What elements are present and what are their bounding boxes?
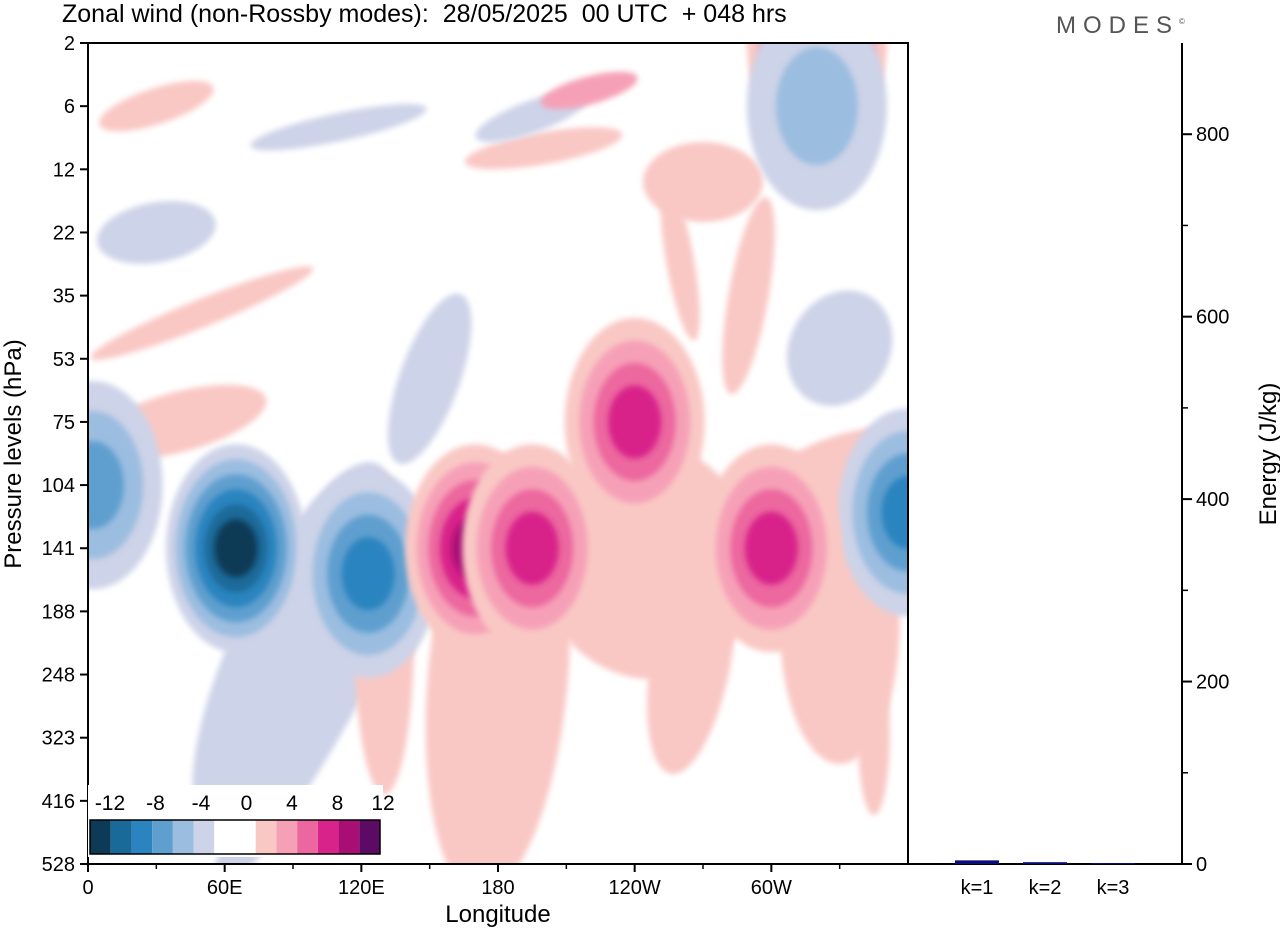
heatmap-plot xyxy=(87,42,909,865)
energy-tick-label: 800 xyxy=(1196,124,1229,146)
energy-bar xyxy=(955,860,999,864)
x-tick-label: 120W xyxy=(609,877,661,899)
heatmap-feature xyxy=(341,537,395,611)
y-tick-label: 12 xyxy=(53,159,75,181)
energy-tick-label: 600 xyxy=(1196,307,1229,329)
colorbar-label: 4 xyxy=(286,792,298,815)
y-tick-label: 416 xyxy=(42,791,75,813)
colorbar-swatch xyxy=(317,820,339,854)
wavenumber-labels: k=1 k=2 k=3 xyxy=(961,877,1130,899)
colorbar-labels: -12 -8 -4 0 4 8 12 xyxy=(95,792,395,815)
chart-title: Zonal wind (non-Rossby modes): 28/05/202… xyxy=(62,0,787,28)
colorbar-swatches xyxy=(89,819,381,855)
heatmap-streak xyxy=(387,293,472,465)
heatmap-feature xyxy=(744,511,798,585)
colorbar-label: 12 xyxy=(371,792,394,815)
colorbar-swatch xyxy=(152,820,173,854)
colorbar-swatch xyxy=(110,820,132,854)
x-tick-label: 120E xyxy=(338,877,385,899)
colorbar: -12 -8 -4 0 4 8 12 xyxy=(88,785,395,857)
colorbar-swatch xyxy=(172,820,194,854)
heatmap-feature xyxy=(88,441,124,530)
y-tick-label: 35 xyxy=(53,286,75,308)
colorbar-swatch xyxy=(131,820,153,854)
y-tick-label: 53 xyxy=(53,349,75,371)
modes-logo: MODES© xyxy=(1056,8,1185,40)
x-tick-label: 0 xyxy=(82,877,93,899)
y-tick-label: 141 xyxy=(42,538,75,560)
heatmap-streak xyxy=(660,182,700,341)
x-tick-label: 180 xyxy=(481,877,514,899)
colorbar-label: 0 xyxy=(241,792,253,815)
x-tick-label: 60W xyxy=(751,877,792,899)
y-axis: 2 6 12 22 35 53 75 104 141 188 248 323 416 528 xyxy=(42,33,88,876)
colorbar-swatch xyxy=(235,820,256,854)
x-tick-label: 60E xyxy=(207,877,243,899)
x-axis: 0 60E 120E 180 120W 60W xyxy=(82,864,841,899)
energy-bar-chart: 0 200 400 600 800 k=1 k=2 k=3 xyxy=(908,43,1229,899)
modes-logo-mark: © xyxy=(1179,17,1185,26)
energy-tick-label: 200 xyxy=(1196,672,1229,694)
colorbar-label: 8 xyxy=(332,792,344,815)
energy-axis-label: Energy (J/kg) xyxy=(1255,383,1280,526)
energy-bar xyxy=(1091,863,1135,864)
energy-tick-label: 0 xyxy=(1196,854,1207,876)
wavenumber-label: k=1 xyxy=(961,877,994,899)
heatmap-streak xyxy=(464,127,623,170)
y-tick-label: 188 xyxy=(42,601,75,623)
y-tick-label: 6 xyxy=(64,96,75,118)
heatmap-streak xyxy=(90,266,314,360)
heatmap-feature xyxy=(608,385,662,459)
energy-bars xyxy=(955,860,1135,864)
heatmap-feature xyxy=(881,475,908,549)
energy-axis: 0 200 400 600 800 xyxy=(1182,124,1229,876)
wavenumber-label: k=3 xyxy=(1097,877,1130,899)
energy-tick-label: 400 xyxy=(1196,489,1229,511)
heatmap-streak xyxy=(97,201,216,264)
heatmap-feature xyxy=(214,519,258,578)
y-tick-label: 323 xyxy=(42,728,75,750)
y-tick-label: 75 xyxy=(53,412,75,434)
heatmap-streak xyxy=(540,71,638,110)
heatmap-streak xyxy=(722,197,775,395)
y-tick-label: 528 xyxy=(42,854,75,876)
x-axis-label: Longitude xyxy=(445,901,550,928)
heatmap-feature xyxy=(505,511,559,585)
modes-logo-text: MODES xyxy=(1056,12,1180,39)
colorbar-label: -4 xyxy=(192,792,211,815)
colorbar-swatch xyxy=(255,820,277,854)
wavenumber-label: k=2 xyxy=(1029,877,1062,899)
heatmap-streak xyxy=(857,655,890,816)
colorbar-label: -8 xyxy=(146,792,165,815)
heatmap-feature xyxy=(775,47,858,166)
heatmap-streak xyxy=(250,104,427,151)
y-tick-label: 22 xyxy=(53,222,75,244)
colorbar-swatch xyxy=(276,820,298,854)
colorbar-swatch xyxy=(359,820,380,854)
y-axis-label: Pressure levels (hPa) xyxy=(0,339,27,568)
colorbar-swatch xyxy=(193,820,215,854)
heatmap-streak xyxy=(98,80,214,132)
colorbar-swatch xyxy=(90,820,111,854)
energy-bar xyxy=(1023,862,1067,864)
heatmap-field xyxy=(88,43,908,864)
colorbar-swatch xyxy=(338,820,360,854)
colorbar-swatch xyxy=(214,820,235,854)
y-tick-label: 2 xyxy=(64,33,75,55)
colorbar-swatch xyxy=(297,820,318,854)
y-tick-label: 248 xyxy=(42,665,75,687)
colorbar-frame xyxy=(89,819,381,855)
colorbar-label: -12 xyxy=(95,792,125,815)
heatmap-streak xyxy=(786,290,893,406)
y-tick-label: 104 xyxy=(42,475,75,497)
